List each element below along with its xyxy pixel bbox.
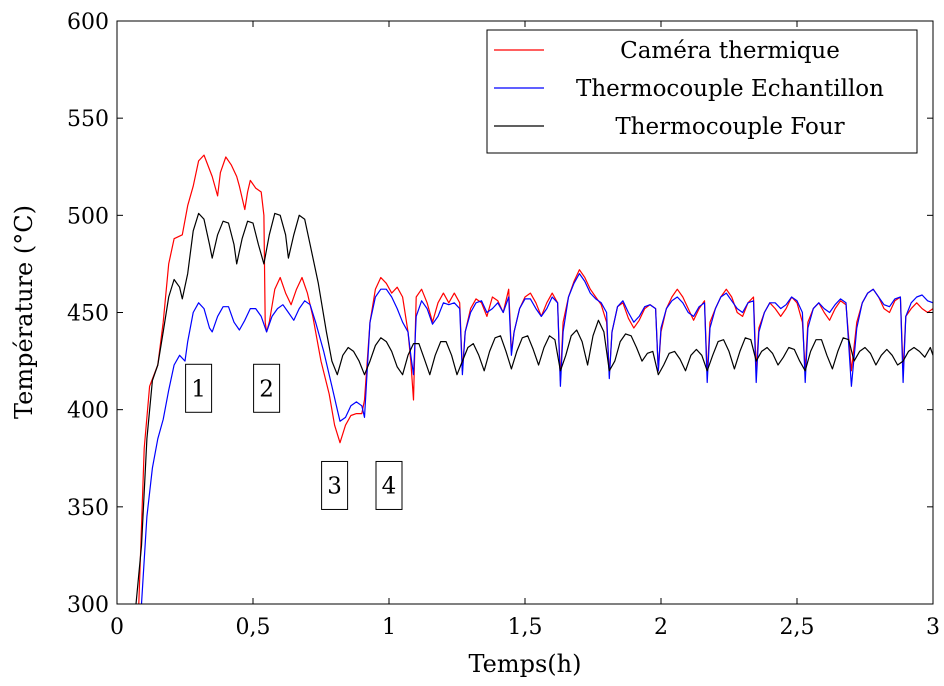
legend-label-2: Thermocouple Four (615, 114, 844, 140)
y-tick-label-0: 300 (67, 593, 109, 618)
y-tick-label-5: 550 (67, 107, 109, 132)
y-tick-label-3: 450 (67, 302, 109, 327)
x-tick-label-6: 3 (926, 615, 940, 640)
x-tick-label-1: 0,5 (236, 615, 271, 640)
series-line-2 (135, 212, 933, 604)
annotation-label-1: 1 (191, 376, 206, 402)
annotation-box-1 (185, 363, 213, 413)
annotation-box-2 (253, 363, 281, 413)
y-axis-title: Température (°C) (10, 205, 38, 419)
x-tick-label-0: 0 (110, 615, 124, 640)
axis-ticks: 0 0,5 1 1,5 2 2,5 3 300 350 400 450 500 550 600 (67, 10, 940, 640)
x-tick-label-5: 2,5 (780, 615, 815, 640)
series-layer (135, 154, 933, 604)
y-tick-label-4: 500 (67, 204, 109, 229)
x-tick-label-2: 1 (382, 615, 396, 640)
legend-box (486, 29, 918, 154)
y-tick-label-6: 600 (67, 10, 109, 35)
x-axis-title: Temps(h) (469, 650, 582, 678)
y-tick-label-2: 400 (67, 399, 109, 424)
legend: Caméra thermique Thermocouple Echantillon… (486, 29, 918, 154)
legend-label-0: Caméra thermique (620, 38, 840, 64)
x-tick-label-3: 1,5 (508, 615, 543, 640)
annotation-label-3: 3 (327, 473, 342, 499)
series-line-1 (140, 273, 933, 604)
legend-label-1: Thermocouple Echantillon (576, 76, 884, 102)
annotation-box-4 (375, 460, 403, 510)
annotation-label-2: 2 (259, 376, 274, 402)
annotation-label-4: 4 (382, 473, 397, 499)
annotation-box-3 (321, 460, 349, 510)
x-tick-label-4: 2 (654, 615, 668, 640)
y-tick-label-1: 350 (67, 496, 109, 521)
annotations: 1 2 3 4 (185, 363, 403, 510)
